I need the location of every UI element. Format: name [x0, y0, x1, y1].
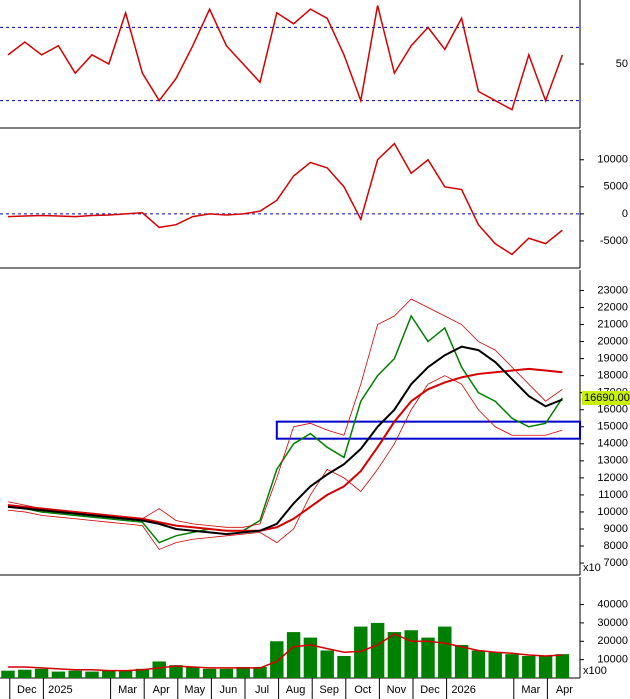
volume-bar — [135, 668, 150, 678]
x-tick-label: Oct — [354, 684, 371, 696]
volume-bar — [169, 665, 183, 678]
y-tick-label: 15000 — [597, 421, 628, 433]
x-tick-label: Sep — [319, 684, 339, 696]
volume-bar — [202, 668, 217, 678]
volume-bar — [387, 632, 402, 678]
x-tick-label: 2025 — [48, 684, 72, 696]
y-tick-label: 50 — [616, 58, 628, 70]
series-line — [7, 142, 563, 256]
volume-bar — [253, 666, 267, 678]
series-line — [8, 633, 563, 672]
y-tick-label: 9000 — [604, 523, 628, 535]
volume-bar — [404, 630, 418, 678]
y-tick-label: 10000 — [597, 154, 628, 166]
volume-bar — [286, 632, 301, 678]
x-tick-label: Apr — [153, 684, 170, 696]
volume-bar — [102, 670, 116, 678]
volume-bar — [236, 666, 250, 678]
y-tick-label: 7000 — [604, 557, 628, 569]
y-tick-label: 12000 — [597, 472, 628, 484]
y-tick-label: 13000 — [597, 455, 628, 467]
volume-bar — [219, 668, 234, 678]
y-tick-label: 16000 — [597, 404, 628, 416]
volume-bar — [34, 668, 49, 678]
y-tick-label: 5000 — [604, 181, 628, 193]
x-tick-label: Dec — [17, 684, 37, 696]
volume-bar — [270, 641, 284, 678]
y-tick-label: 14000 — [597, 438, 628, 450]
volume-bar — [370, 622, 385, 678]
x-tick-label: Aug — [286, 684, 306, 696]
y-tick-label: 11000 — [598, 489, 628, 501]
unit-label: x10 — [583, 562, 601, 574]
volume-bar — [186, 666, 200, 678]
x-tick-label: Jun — [220, 684, 238, 696]
volume-bar — [51, 671, 66, 678]
volume-bar — [85, 671, 99, 678]
y-tick-label: 0 — [622, 208, 628, 220]
x-tick-label: Nov — [387, 684, 407, 696]
y-tick-label: 30000 — [597, 617, 628, 629]
series-line — [7, 367, 563, 532]
volume-bar — [505, 654, 519, 678]
x-tick-label: May — [184, 684, 205, 696]
y-tick-label: 40000 — [597, 598, 628, 610]
volume-bar — [152, 661, 166, 678]
volume-bar — [1, 670, 15, 678]
y-tick-label: 10000 — [597, 506, 628, 518]
volume-bar — [118, 670, 133, 678]
y-tick-label: 20000 — [597, 335, 628, 347]
volume-bar — [555, 654, 570, 678]
y-tick-label: 8000 — [604, 540, 628, 552]
x-tick-label: Apr — [556, 684, 573, 696]
x-tick-label: Mar — [521, 684, 540, 696]
series-line — [7, 345, 563, 536]
volume-bar — [471, 650, 486, 678]
volume-bar — [18, 669, 32, 678]
volume-bar — [488, 652, 502, 678]
y-tick-label: 22000 — [597, 301, 628, 313]
last-value-box — [582, 390, 630, 405]
series-line — [7, 375, 563, 550]
y-tick-label: 10000 — [597, 654, 628, 666]
y-tick-label: 23000 — [597, 284, 628, 296]
volume-bar — [337, 655, 351, 678]
volume-bar — [303, 637, 318, 678]
y-tick-label: 20000 — [597, 635, 628, 647]
volume-bar — [454, 644, 469, 678]
x-tick-label: 2026 — [451, 684, 475, 696]
x-tick-label: Dec — [420, 684, 440, 696]
y-tick-label: 21000 — [597, 318, 628, 330]
series-line — [7, 5, 564, 111]
volume-bar — [421, 637, 435, 678]
zone-box — [275, 420, 581, 440]
volume-bar — [68, 670, 82, 678]
x-tick-label: Mar — [118, 684, 137, 696]
volume-bar — [320, 650, 334, 678]
volume-bar — [538, 655, 553, 678]
volume-bar — [438, 626, 452, 678]
y-tick-label: 19000 — [597, 353, 628, 365]
y-tick-label: -5000 — [600, 235, 628, 247]
x-tick-label: Jul — [255, 684, 269, 696]
unit-label: x100 — [583, 665, 607, 677]
series-line — [7, 314, 564, 544]
last-value-label: 16690.00 — [584, 392, 630, 404]
y-tick-label: 18000 — [597, 370, 628, 382]
volume-bar — [354, 626, 368, 678]
volume-bar — [522, 655, 536, 678]
